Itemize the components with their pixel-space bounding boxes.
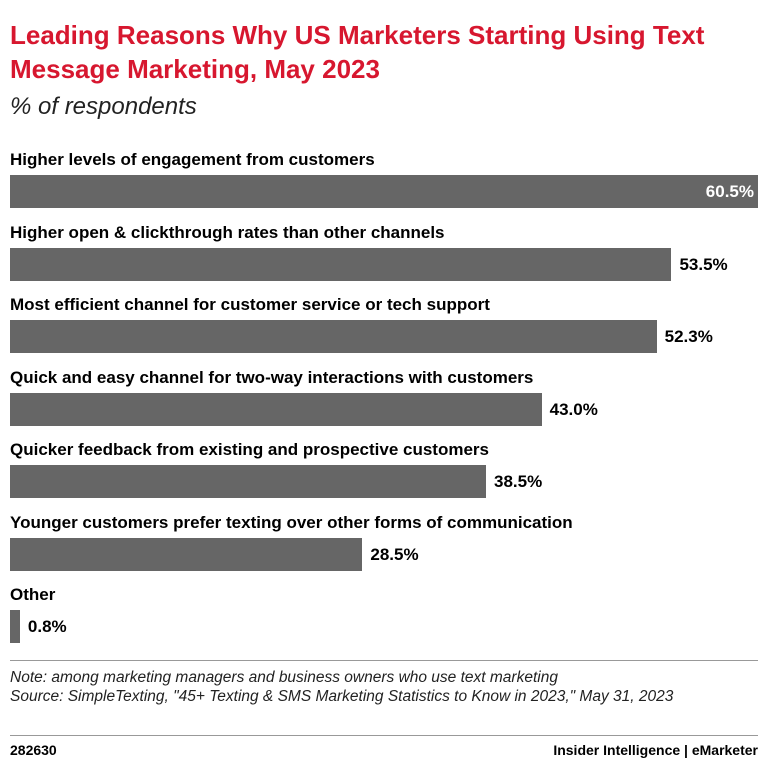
- category-label: Younger customers prefer texting over ot…: [10, 512, 573, 532]
- note: Note: among marketing managers and busin…: [10, 669, 558, 686]
- category-label: Most efficient channel for customer serv…: [10, 295, 490, 314]
- value-label: 60.5%: [705, 182, 754, 201]
- bar: [10, 537, 363, 571]
- bar: [10, 392, 542, 426]
- value-label: 53.5%: [679, 254, 728, 274]
- bar: [10, 320, 657, 353]
- divider: [10, 660, 758, 661]
- value-label: 0.8%: [27, 617, 67, 636]
- value-label: 28.5%: [370, 544, 419, 564]
- divider: [10, 735, 758, 736]
- value-label: 52.3%: [664, 327, 713, 346]
- category-label: Quick and easy channel for two-way inter…: [10, 367, 534, 387]
- chart-title: Leading Reasons Why US Marketers Startin…: [10, 20, 705, 84]
- value-label: 43.0%: [549, 399, 598, 419]
- value-label: 38.5%: [494, 472, 543, 491]
- bar: [10, 465, 486, 498]
- category-label: Higher levels of engagement from custome…: [10, 150, 375, 169]
- bar: [10, 175, 758, 208]
- category-label: Higher open & clickthrough rates than ot…: [10, 222, 445, 242]
- bar: [10, 610, 20, 643]
- bar: [10, 247, 672, 281]
- source: Source: SimpleTexting, "45+ Texting & SM…: [10, 688, 674, 705]
- brand: Insider Intelligence | eMarketer: [553, 742, 758, 758]
- chart-id: 282630: [10, 742, 57, 758]
- category-label: Quicker feedback from existing and prosp…: [10, 440, 489, 459]
- chart-subtitle: % of respondents: [10, 93, 197, 120]
- category-label: Other: [10, 585, 56, 604]
